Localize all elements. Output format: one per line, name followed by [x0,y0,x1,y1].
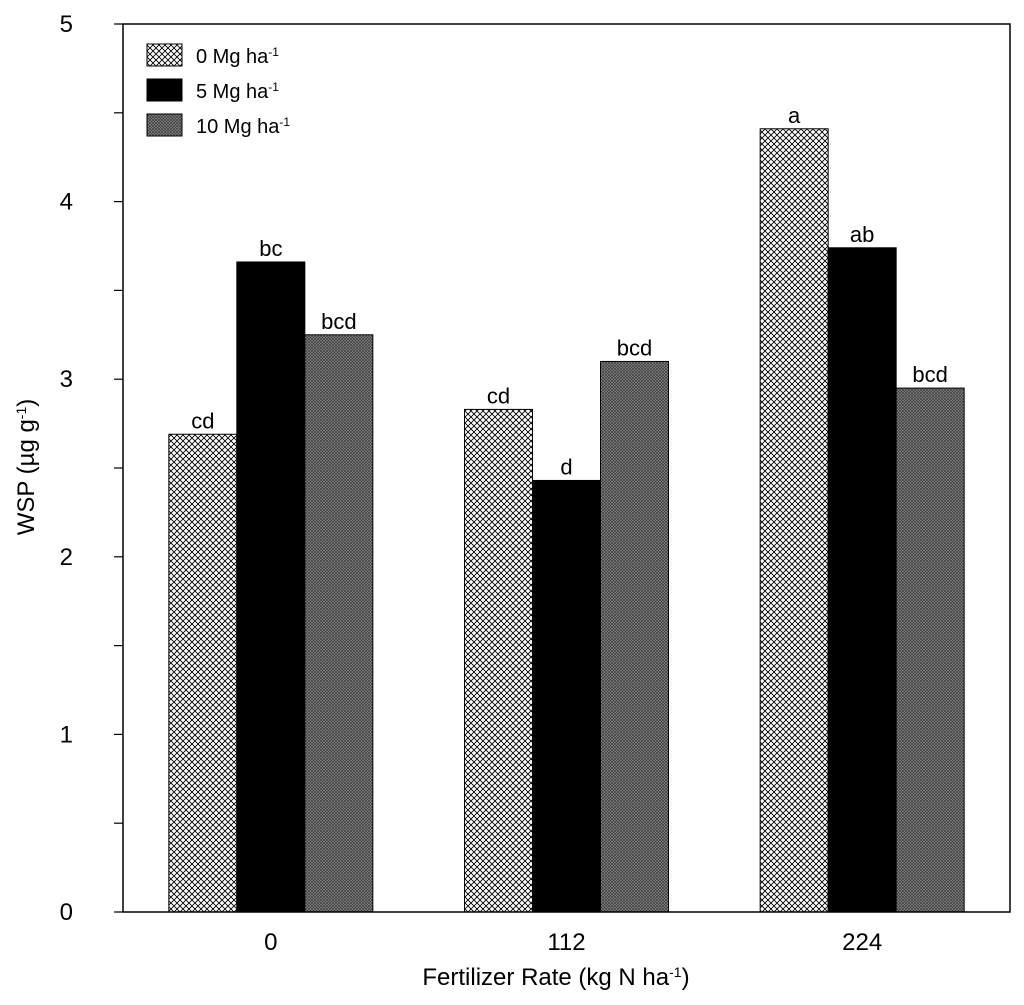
bar-series-2-cat-2 [895,387,965,913]
data-label-series-0-cat-1: cd [487,383,510,408]
legend-swatch-0 [146,43,183,67]
legend-label-1: 5 Mg ha-1 [196,80,279,103]
bar-series-1-cat-2 [827,247,897,913]
data-label-series-1-cat-2: ab [850,222,874,247]
x-tick-label-2: 224 [842,929,882,956]
bar-series-0-cat-0 [168,433,238,913]
legend-label-1-superscript: -1 [268,80,279,94]
y-tick-label-1: 1 [60,721,73,748]
y-tick-label-3: 3 [60,366,73,393]
x-axis-title-suffix: ) [682,964,690,991]
y-axis-title-superscript: -1 [13,407,29,420]
legend-label-1-text: 5 Mg ha [196,81,269,103]
data-label-series-2-cat-1: bcd [617,335,652,360]
legend-label-0-superscript: -1 [268,45,279,59]
bar-series-0-cat-1 [464,408,533,913]
x-axis-title-superscript: -1 [669,964,682,980]
legend-swatch-1 [146,78,183,102]
bar-series-2-cat-0 [304,334,374,913]
y-axis-title-suffix: ) [13,399,40,407]
data-label-series-0-cat-2: a [788,103,801,128]
legend: 0 Mg ha-15 Mg ha-110 Mg ha-1 [146,43,290,138]
data-label-series-2-cat-0: bcd [321,309,356,334]
bar-series-1-cat-1 [532,479,601,913]
legend-swatch-2 [146,113,183,137]
legend-label-2-text: 10 Mg ha [196,116,280,138]
x-tick-label-1: 112 [547,929,585,956]
bar-series-1-cat-0 [236,261,306,913]
y-tick-label-4: 4 [60,189,73,216]
x-axis-title-text: Fertilizer Rate (kg N ha [422,964,669,991]
data-label-series-0-cat-0: cd [191,408,214,433]
legend-label-0-text: 0 Mg ha [196,46,269,68]
y-axis-title: WSP (µg g-1) [13,399,40,536]
data-label-series-2-cat-2: bcd [912,362,947,387]
data-label-series-1-cat-1: d [560,454,572,479]
x-axis-title: Fertilizer Rate (kg N ha-1) [422,964,689,991]
y-axis-title-text: WSP (µg g [13,419,40,535]
legend-label-2: 10 Mg ha-1 [196,115,290,138]
bars-layer: cd bc bcd cd d bcd a ab bcd [168,103,965,913]
legend-label-0: 0 Mg ha-1 [196,45,279,68]
y-tick-label-2: 2 [60,544,73,571]
y-tick-label-5: 5 [60,11,73,38]
y-tick-label-0: 0 [60,899,73,926]
bar-series-2-cat-1 [600,360,669,913]
bar-series-0-cat-2 [759,128,829,913]
x-tick-label-0: 0 [264,929,277,956]
legend-label-2-superscript: -1 [279,115,290,129]
data-label-series-1-cat-0: bc [259,236,282,261]
